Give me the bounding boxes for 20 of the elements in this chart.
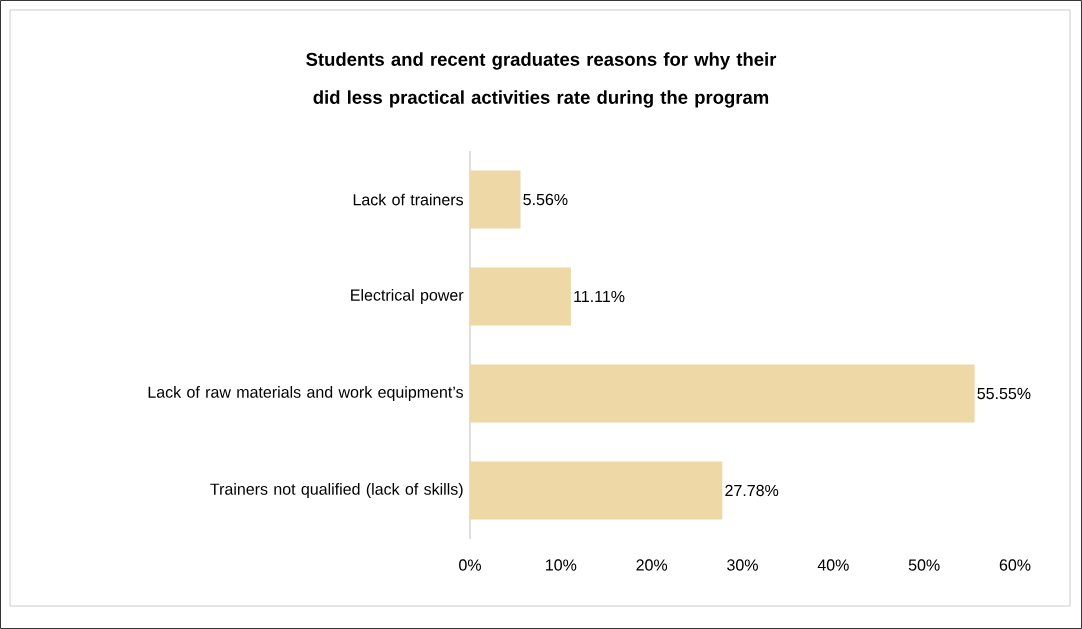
x-tick-label: 60% [999, 559, 1031, 571]
data-label: 55.55% [977, 387, 1031, 400]
bar [470, 170, 521, 229]
x-tick-label: 20% [636, 559, 668, 571]
y-tick-label: Trainers not qualified (lack of skills) [210, 483, 463, 498]
y-tick-label: Lack of raw materials and work equipment’s [148, 386, 464, 401]
bar [470, 364, 975, 423]
chart-title: Students and recent graduates reasons for why their did less practical activities rate during the program [306, 52, 777, 108]
data-label: 27.78% [725, 484, 779, 497]
y-tick-label: Electrical power [351, 289, 464, 304]
data-label: 5.56% [523, 193, 568, 206]
x-tick-label: 10% [546, 559, 577, 571]
x-tick-label: 0% [459, 559, 481, 571]
bar [470, 461, 723, 520]
data-label: 11.11% [574, 290, 625, 303]
x-tick-label: 50% [908, 559, 940, 571]
bar [470, 267, 571, 326]
y-tick-label: Lack of trainers [353, 193, 464, 206]
x-tick-label: 30% [727, 559, 758, 571]
x-tick-label: 40% [817, 559, 849, 571]
